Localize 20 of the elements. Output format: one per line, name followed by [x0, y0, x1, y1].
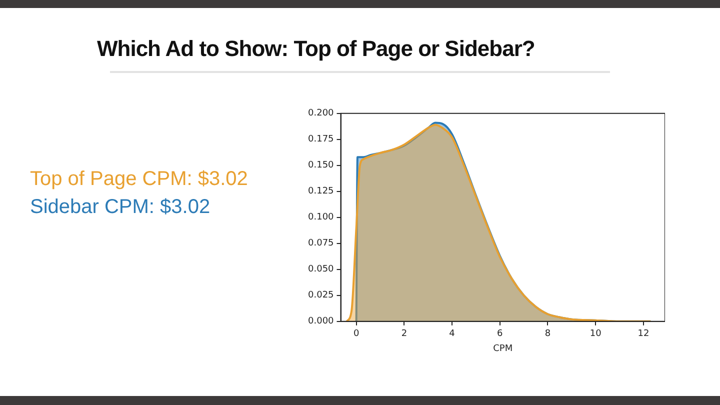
x-tick-label: 0	[353, 329, 360, 340]
x-tick-label: 6	[497, 329, 504, 340]
y-tick-label: 0.175	[308, 134, 334, 145]
chart-title: Which Ad to Show: Top of Page or Sidebar?	[97, 36, 535, 62]
y-tick-label: 0.000	[308, 316, 334, 327]
text: Top of Page CPM: $3.02	[30, 167, 248, 192]
y-tick-label: 0.200	[308, 108, 334, 119]
y-tick-label: 0.150	[308, 160, 334, 171]
y-tick-label: 0.050	[308, 264, 334, 275]
x-tick-label: 8	[544, 329, 551, 340]
x-tick-label: 10	[590, 329, 602, 340]
y-tick-label: 0.100	[308, 212, 334, 223]
text: Sidebar CPM: $3.02	[30, 195, 212, 220]
x-tick-label: 2	[401, 329, 408, 340]
x-tick-label: 12	[638, 329, 650, 340]
x-tick-label: 4	[449, 329, 456, 340]
x-axis-title: CPM	[493, 344, 513, 354]
y-tick-label: 0.125	[308, 186, 334, 197]
y-tick-label: 0.075	[308, 238, 334, 249]
y-tick-label: 0.025	[308, 290, 334, 301]
